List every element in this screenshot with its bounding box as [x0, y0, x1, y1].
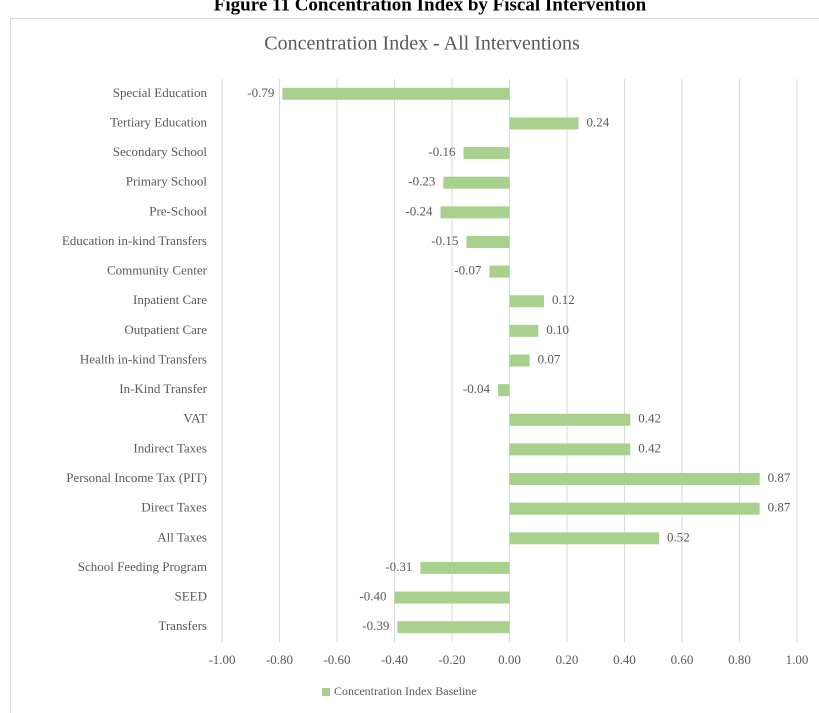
- value-label: 0.42: [638, 411, 661, 426]
- bar: [489, 265, 510, 278]
- value-label: -0.40: [359, 589, 386, 604]
- y-tick-label: Inpatient Care: [133, 292, 207, 307]
- value-label: -0.04: [463, 381, 491, 396]
- y-tick-label: Tertiary Education: [110, 114, 207, 129]
- bar: [509, 473, 760, 486]
- value-label: -0.16: [428, 144, 456, 159]
- bar: [509, 354, 530, 367]
- y-tick-label: Education in-kind Transfers: [62, 233, 207, 248]
- y-tick-label: Primary School: [126, 174, 208, 189]
- y-tick-label: Community Center: [107, 263, 208, 278]
- y-tick-label: SEED: [175, 589, 208, 604]
- x-tick-label: -0.40: [381, 652, 408, 667]
- figure-title: Figure 11 Concentration Index by Fiscal …: [214, 0, 647, 15]
- value-label: 0.24: [587, 114, 610, 129]
- x-tick-label: -1.00: [208, 652, 235, 667]
- bar: [509, 532, 659, 545]
- x-tick-label: 0.80: [728, 652, 751, 667]
- y-tick-label: Direct Taxes: [141, 500, 207, 515]
- value-label: 0.07: [538, 351, 561, 366]
- bar: [440, 206, 510, 219]
- y-tick-label: All Taxes: [157, 529, 207, 544]
- y-tick-label: Transfers: [158, 618, 207, 633]
- chart-title: Concentration Index - All Interventions: [264, 33, 580, 55]
- value-label: -0.31: [385, 559, 412, 574]
- bar: [509, 295, 544, 308]
- value-label: -0.79: [247, 85, 274, 100]
- bar: [509, 443, 631, 456]
- bar: [397, 621, 510, 634]
- value-label: 0.52: [667, 529, 690, 544]
- legend-label: Concentration Index Baseline: [334, 684, 477, 698]
- bar: [509, 117, 579, 130]
- y-tick-label: Personal Income Tax (PIT): [66, 470, 207, 485]
- value-label: 0.87: [768, 470, 791, 485]
- x-tick-label: 0.40: [613, 652, 636, 667]
- y-tick-label: Pre-School: [149, 203, 207, 218]
- value-label: -0.23: [408, 174, 435, 189]
- legend-swatch: [322, 688, 330, 696]
- value-label: -0.07: [454, 263, 482, 278]
- value-label: -0.15: [431, 233, 458, 248]
- bar: [282, 87, 510, 100]
- value-label: 0.10: [546, 322, 569, 337]
- y-tick-label: Secondary School: [113, 144, 208, 159]
- y-tick-label: In-Kind Transfer: [119, 381, 207, 396]
- value-label: 0.42: [638, 440, 661, 455]
- bar: [443, 176, 510, 189]
- value-label: -0.39: [362, 618, 389, 633]
- x-tick-label: 0.00: [498, 652, 521, 667]
- bar: [466, 235, 510, 248]
- x-tick-label: 0.20: [556, 652, 579, 667]
- x-tick-label: 0.60: [671, 652, 694, 667]
- x-tick-label: -0.80: [266, 652, 293, 667]
- value-label: -0.24: [405, 203, 433, 218]
- value-label: 0.12: [552, 292, 575, 307]
- y-tick-label: VAT: [183, 411, 207, 426]
- y-tick-label: School Feeding Program: [78, 559, 207, 574]
- bar: [420, 561, 510, 574]
- y-tick-label: Outpatient Care: [124, 322, 207, 337]
- bar: [509, 413, 631, 426]
- bar: [394, 591, 510, 604]
- bar: [509, 324, 539, 337]
- bar: [509, 502, 760, 515]
- x-tick-label: -0.20: [438, 652, 465, 667]
- bar: [498, 384, 510, 397]
- value-label: 0.87: [768, 500, 791, 515]
- x-tick-label: 1.00: [786, 652, 809, 667]
- y-tick-label: Special Education: [113, 85, 208, 100]
- y-tick-label: Indirect Taxes: [133, 440, 207, 455]
- x-tick-label: -0.60: [323, 652, 350, 667]
- bar: [463, 147, 510, 160]
- y-tick-label: Health in-kind Transfers: [80, 351, 207, 366]
